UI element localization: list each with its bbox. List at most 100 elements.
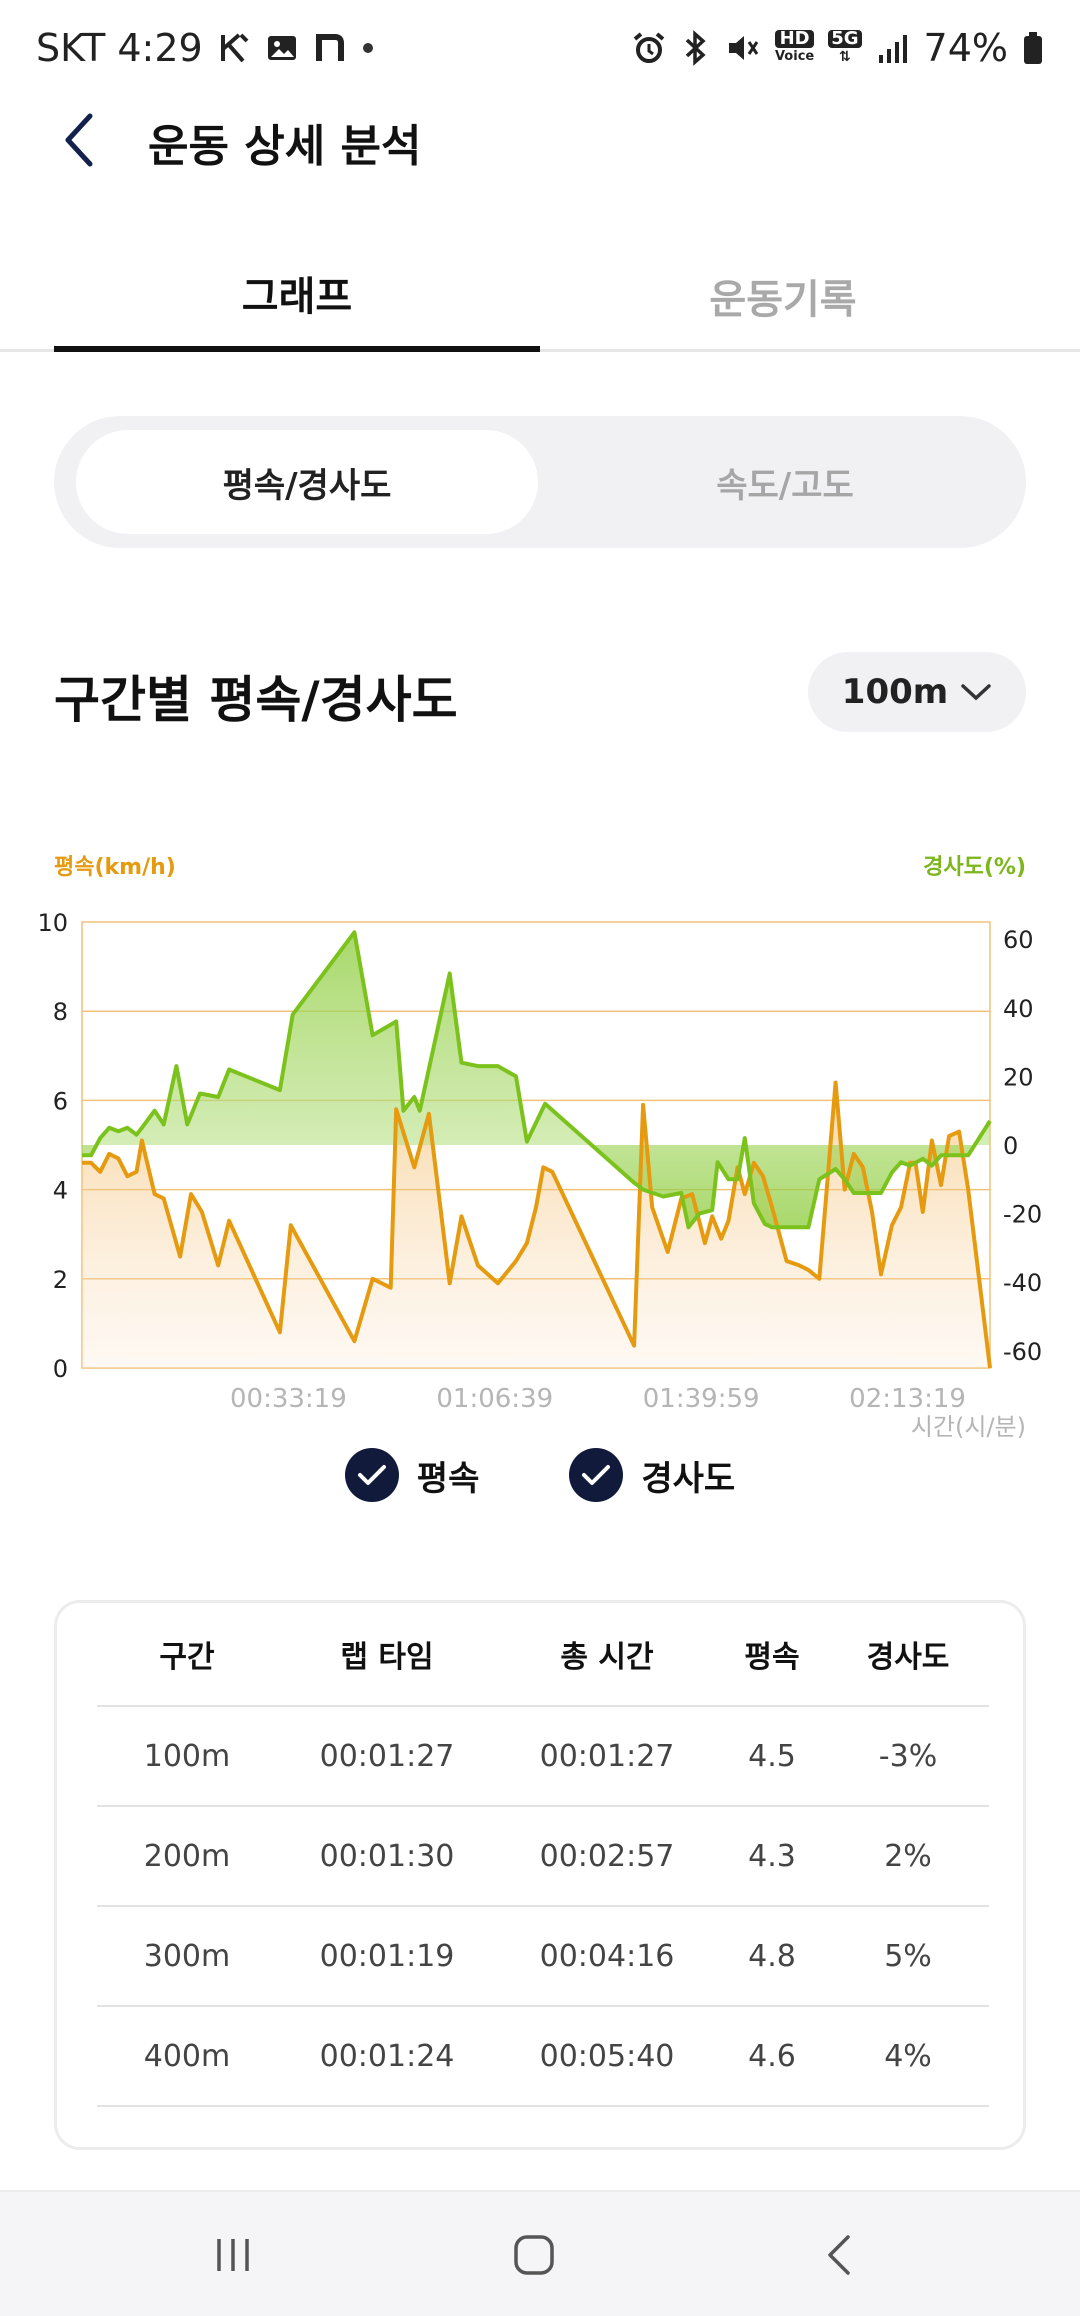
table-row: 100m 00:01:27 00:01:27 4.5 -3% xyxy=(97,1707,989,1807)
slope-line xyxy=(82,930,992,1230)
chevron-left-icon xyxy=(65,113,93,167)
cell-slope: -3% xyxy=(878,1738,938,1774)
dot-icon xyxy=(361,28,375,68)
x-tick-label: 01:39:59 xyxy=(643,1384,760,1414)
cell-lap-time: 00:01:30 xyxy=(319,1838,455,1874)
header-total-time: 총 시간 xyxy=(560,1640,654,1675)
tab-bar: 그래프 운동기록 xyxy=(0,240,1080,352)
right-tick-label: 0 xyxy=(1003,1132,1018,1160)
header-slope: 경사도 xyxy=(866,1640,950,1675)
legend-speed[interactable]: 평속 xyxy=(344,1440,480,1510)
checkmark-icon xyxy=(344,1448,399,1502)
cell-slope: 2% xyxy=(884,1838,932,1874)
cell-section: 100m xyxy=(143,1738,231,1774)
right-tick-label: -60 xyxy=(1003,1338,1042,1366)
cell-avg-speed: 4.6 xyxy=(748,2038,796,2074)
signal-icon xyxy=(876,28,910,68)
right-tick-label: 40 xyxy=(1003,995,1034,1023)
cell-slope: 5% xyxy=(884,1938,932,1974)
left-tick-label: 4 xyxy=(53,1177,68,1205)
cell-lap-time: 00:01:24 xyxy=(319,2038,455,2074)
table-row: 200m 00:01:30 00:02:57 4.3 2% xyxy=(97,1807,989,1907)
alarm-icon xyxy=(631,28,667,68)
back-icon xyxy=(828,2235,850,2275)
n-app-icon xyxy=(313,28,347,68)
page-title: 운동 상세 분석 xyxy=(148,121,422,172)
cell-total-time: 00:05:40 xyxy=(539,2038,675,2074)
system-back-button[interactable] xyxy=(800,2222,880,2288)
header-avg-speed: 평속 xyxy=(744,1640,800,1675)
back-button[interactable] xyxy=(48,100,112,180)
distance-dropdown-value: 100m xyxy=(841,672,949,712)
slope-area-fill-negative xyxy=(82,1145,990,1228)
mute-icon xyxy=(725,28,761,68)
left-tick-label: 0 xyxy=(53,1355,68,1383)
right-tick-label: -20 xyxy=(1003,1201,1042,1229)
table-header: 구간 랩 타임 총 시간 평속 경사도 xyxy=(97,1603,989,1707)
cell-lap-time: 00:01:27 xyxy=(319,1738,455,1774)
bluetooth-icon xyxy=(681,28,711,68)
cell-total-time: 00:02:57 xyxy=(539,1838,675,1874)
speed-slope-chart: 평속(km/h) 경사도(%) 10864206040200-20-40-600… xyxy=(37,855,1042,1441)
chevron-down-icon xyxy=(961,684,991,701)
recent-apps-icon xyxy=(217,2239,249,2271)
right-tick-label: -40 xyxy=(1003,1269,1042,1297)
distance-dropdown[interactable]: 100m xyxy=(808,652,1026,732)
table-row: 300m 00:01:19 00:04:16 4.8 5% xyxy=(97,1907,989,2007)
legend-speed-label: 평속 xyxy=(416,1458,480,1499)
hd-label: HD xyxy=(774,30,815,48)
hd-voice-icon: HD Voice xyxy=(774,28,815,68)
status-bar: SKT 4:29 HD Voice 5G ⇅ 7 xyxy=(0,0,1080,96)
right-axis-title: 경사도(%) xyxy=(923,855,1026,880)
home-icon xyxy=(514,2235,554,2275)
tab-graph[interactable]: 그래프 xyxy=(54,240,540,352)
left-axis-title: 평속(km/h) xyxy=(54,855,176,880)
system-nav-bar xyxy=(0,2190,1080,2316)
header-lap-time: 랩 타임 xyxy=(340,1640,434,1675)
x-tick-label: 02:13:19 xyxy=(849,1384,966,1414)
header-section: 구간 xyxy=(159,1640,215,1675)
x-tick-label: 01:06:39 xyxy=(436,1384,553,1414)
battery-icon xyxy=(1022,28,1044,68)
x-tick-label: 00:33:19 xyxy=(230,1384,347,1414)
home-button[interactable] xyxy=(494,2222,574,2288)
cell-section: 400m xyxy=(143,2038,231,2074)
cell-avg-speed: 4.5 xyxy=(748,1738,796,1774)
chart-segment-control: 평속/경사도 속도/고도 xyxy=(54,416,1026,548)
voice-label: Voice xyxy=(774,49,815,64)
right-tick-label: 20 xyxy=(1003,1063,1034,1091)
net-label: 5G xyxy=(828,30,862,48)
cell-lap-time: 00:01:19 xyxy=(319,1938,455,1974)
legend-slope-label: 경사도 xyxy=(641,1458,736,1499)
notification-k-icon xyxy=(217,28,251,68)
left-tick-label: 6 xyxy=(53,1087,68,1115)
tab-exercise-record[interactable]: 운동기록 xyxy=(709,277,857,323)
right-tick-label: 60 xyxy=(1003,926,1034,954)
status-left: SKT 4:29 xyxy=(36,26,375,70)
cell-avg-speed: 4.3 xyxy=(748,1838,796,1874)
section-title: 구간별 평속/경사도 xyxy=(54,671,458,729)
segment-speed-slope[interactable]: 평속/경사도 xyxy=(76,430,538,534)
table-row: 400m 00:01:24 00:05:40 4.6 4% xyxy=(97,2007,989,2107)
cell-section: 200m xyxy=(143,1838,231,1874)
left-tick-label: 8 xyxy=(53,998,68,1026)
cell-section: 300m xyxy=(143,1938,231,1974)
checkmark-icon xyxy=(569,1448,624,1502)
recent-apps-button[interactable] xyxy=(193,2222,273,2288)
chart-legend: 평속 경사도 xyxy=(0,1440,1080,1510)
gallery-icon xyxy=(265,28,299,68)
x-axis-title: 시간(시/분) xyxy=(911,1413,1026,1441)
cell-slope: 4% xyxy=(884,2038,932,2074)
speed-line xyxy=(82,1080,992,1369)
speed-area-fill xyxy=(82,1082,990,1368)
cell-total-time: 00:04:16 xyxy=(539,1938,675,1974)
cell-total-time: 00:01:27 xyxy=(539,1738,675,1774)
chart-lines xyxy=(82,930,992,1369)
segment-speed-altitude[interactable]: 속도/고도 xyxy=(716,465,854,506)
network-5g-icon: 5G ⇅ xyxy=(828,28,862,68)
legend-slope[interactable]: 경사도 xyxy=(569,1440,735,1510)
slope-area-fill-positive xyxy=(82,932,990,1145)
left-tick-label: 2 xyxy=(53,1266,68,1294)
segment-table: 구간 랩 타임 총 시간 평속 경사도 100m 00:01:27 00:01:… xyxy=(54,1600,1026,2150)
